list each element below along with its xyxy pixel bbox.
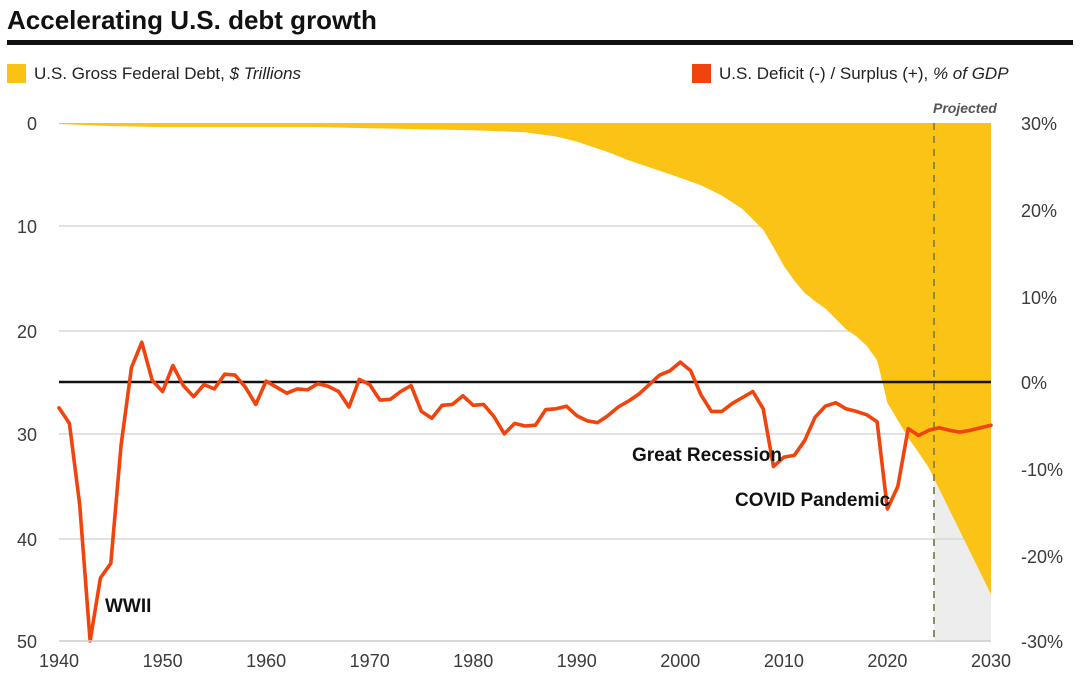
svg-text:1980: 1980 <box>453 651 493 671</box>
svg-text:10: 10 <box>17 217 37 237</box>
svg-text:2010: 2010 <box>764 651 804 671</box>
svg-text:WWII: WWII <box>105 596 151 617</box>
svg-text:50: 50 <box>17 632 37 652</box>
svg-text:30: 30 <box>17 425 37 445</box>
svg-text:Projected: Projected <box>933 100 997 116</box>
svg-text:20%: 20% <box>1021 201 1057 221</box>
svg-text:40: 40 <box>17 530 37 550</box>
svg-text:1950: 1950 <box>143 651 183 671</box>
svg-text:10%: 10% <box>1021 288 1057 308</box>
svg-text:1970: 1970 <box>350 651 390 671</box>
svg-text:2030: 2030 <box>971 651 1011 671</box>
svg-text:-30%: -30% <box>1021 632 1063 652</box>
svg-text:Great Recession: Great Recession <box>632 445 782 466</box>
svg-text:COVID Pandemic: COVID Pandemic <box>735 490 891 511</box>
svg-text:1940: 1940 <box>39 651 79 671</box>
svg-text:1960: 1960 <box>246 651 286 671</box>
svg-text:-10%: -10% <box>1021 460 1063 480</box>
svg-text:-20%: -20% <box>1021 547 1063 567</box>
svg-text:2000: 2000 <box>660 651 700 671</box>
svg-text:0: 0 <box>27 114 37 134</box>
svg-text:2020: 2020 <box>867 651 907 671</box>
svg-text:0%: 0% <box>1021 373 1047 393</box>
svg-text:20: 20 <box>17 322 37 342</box>
svg-text:30%: 30% <box>1021 114 1057 134</box>
svg-text:1990: 1990 <box>557 651 597 671</box>
